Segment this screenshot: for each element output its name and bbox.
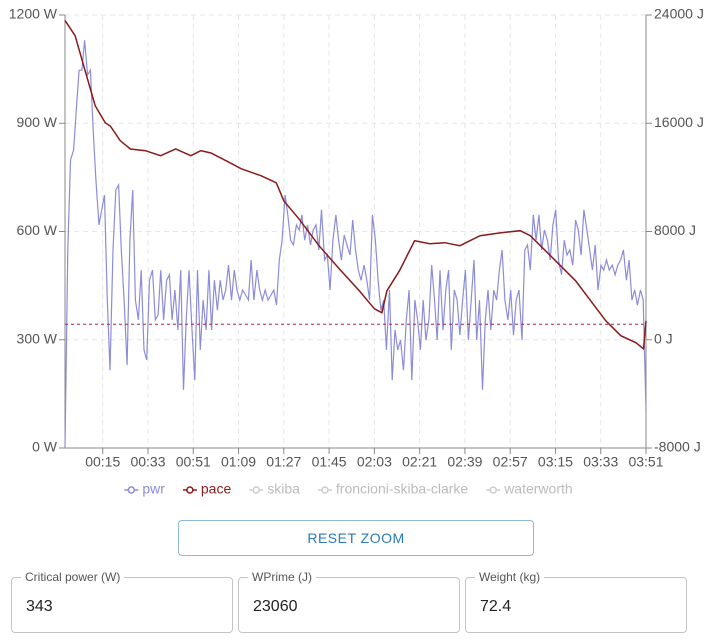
y2-tick-label: 8000 J: [654, 222, 696, 238]
reset-zoom-button[interactable]: RESET ZOOM: [178, 520, 534, 556]
x-tick-label: 01:45: [312, 454, 347, 470]
legend-swatch: [252, 486, 260, 494]
y2-tick-label: -8000 J: [654, 439, 701, 455]
legend-label[interactable]: skiba: [267, 481, 300, 497]
x-tick-label: 03:15: [538, 454, 573, 470]
field-label: Critical power (W): [21, 570, 125, 584]
y-tick-label: 900 W: [17, 114, 58, 130]
x-tick-label: 03:51: [628, 454, 663, 470]
x-tick-label: 02:03: [357, 454, 392, 470]
x-tick-label: 00:33: [130, 454, 165, 470]
weight-field[interactable]: Weight (kg) 72.4: [465, 570, 687, 633]
y2-tick-label: 0 J: [654, 330, 673, 346]
field-value: 72.4: [480, 598, 512, 615]
legend-swatch: [127, 486, 136, 494]
y-tick-label: 300 W: [17, 330, 58, 346]
x-tick-label: 00:51: [176, 454, 211, 470]
x-tick-label: 02:57: [493, 454, 528, 470]
legend-label[interactable]: pace: [201, 481, 232, 497]
x-tick-label: 00:15: [85, 454, 120, 470]
x-tick-label: 02:39: [447, 454, 482, 470]
x-tick-label: 02:21: [402, 454, 437, 470]
x-tick-label: 03:33: [583, 454, 618, 470]
wprime-field[interactable]: WPrime (J) 23060: [238, 570, 460, 633]
legend-label[interactable]: froncioni-skiba-clarke: [336, 481, 468, 497]
field-value: 343: [26, 598, 53, 615]
x-tick-label: 01:09: [221, 454, 256, 470]
chart: 0 W 300 W 600 W 900 W 1200 W -8000 J 0 J 8000 J…: [9, 6, 704, 497]
series-line: [64, 40, 647, 449]
legend-label[interactable]: pwr: [142, 481, 165, 497]
legend-label[interactable]: waterworth: [503, 481, 572, 497]
y-tick-label: 600 W: [17, 222, 58, 238]
legend-swatch: [186, 486, 194, 494]
y-tick-label: 1200 W: [9, 6, 58, 22]
field-label: Weight (kg): [475, 570, 545, 584]
field-value: 23060: [253, 598, 298, 615]
critical-power-field[interactable]: Critical power (W) 343: [11, 570, 233, 633]
y2-tick-label: 24000 J: [654, 6, 704, 22]
y2-tick-label: 16000 J: [654, 114, 704, 130]
y-tick-label: 0 W: [32, 439, 58, 455]
legend-swatch: [489, 486, 497, 494]
series-line: [64, 19, 647, 351]
field-label: WPrime (J): [248, 570, 316, 584]
x-tick-label: 01:27: [266, 454, 301, 470]
legend-swatch: [321, 486, 329, 494]
